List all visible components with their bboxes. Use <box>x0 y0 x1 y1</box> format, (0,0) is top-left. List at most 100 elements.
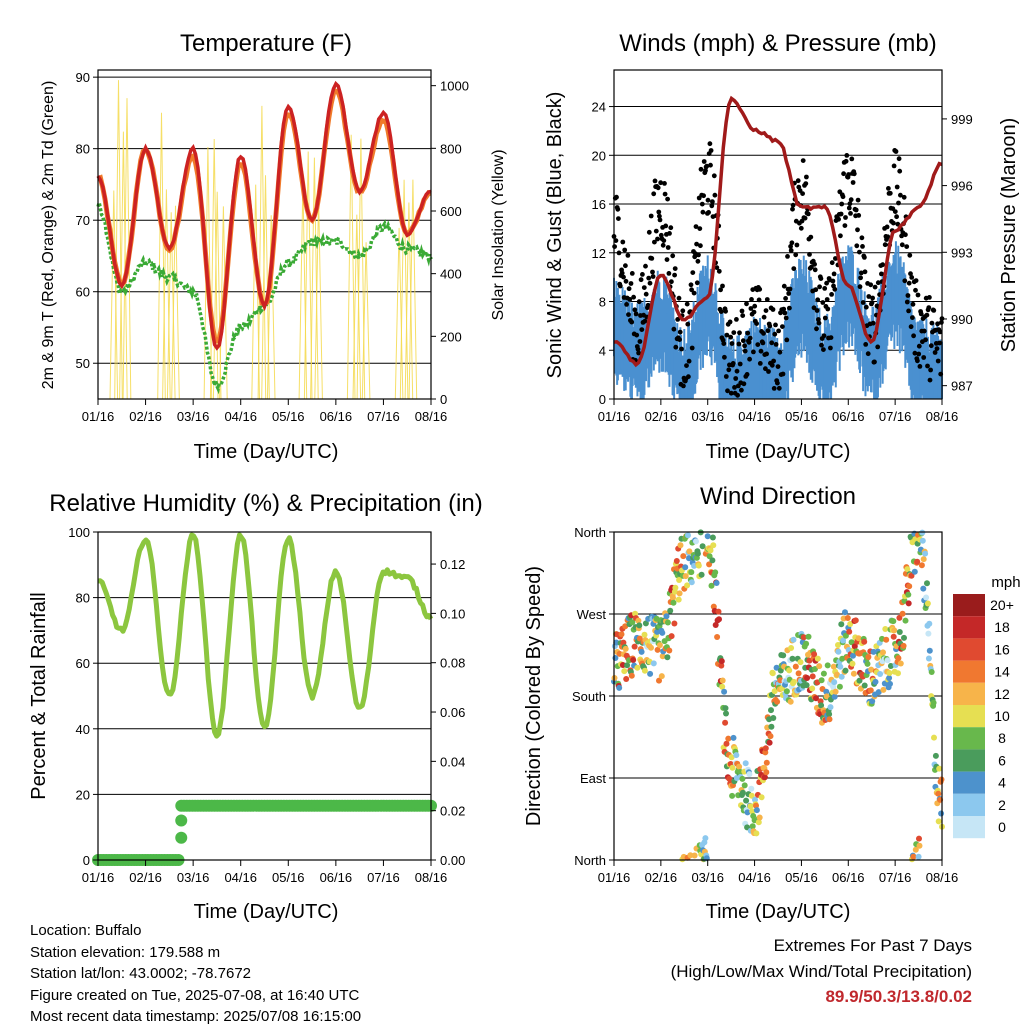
direction-point <box>722 705 729 712</box>
direction-point <box>682 564 689 571</box>
direction-point <box>895 670 901 677</box>
gust-point <box>652 239 657 245</box>
gust-point <box>829 260 835 266</box>
y2-tick-label: 999 <box>951 112 973 127</box>
direction-point <box>795 670 802 677</box>
direction-point <box>896 614 903 621</box>
direction-point <box>761 774 768 781</box>
x-tick-label: 02/16 <box>645 409 678 424</box>
direction-point <box>925 655 932 662</box>
gust-point <box>657 217 663 223</box>
direction-point <box>618 631 625 638</box>
y-tick-label: 24 <box>592 100 606 115</box>
gust-point <box>648 213 654 219</box>
colorbar-label: 8 <box>998 730 1006 746</box>
gust-point <box>693 224 699 230</box>
direction-point <box>910 853 917 860</box>
direction-point <box>758 794 765 801</box>
gust-point <box>681 383 686 389</box>
insolation-line <box>171 205 180 400</box>
direction-point <box>861 638 868 645</box>
humidity-ylabel-left: Percent & Total Rainfall <box>28 592 50 800</box>
gust-point <box>677 329 683 335</box>
direction-point <box>916 835 922 842</box>
gust-point <box>923 337 928 343</box>
direction-point <box>673 558 680 564</box>
gust-point <box>909 275 915 280</box>
gust-point <box>908 324 914 330</box>
direction-point <box>830 663 837 670</box>
y-tick-label: 20 <box>592 148 606 163</box>
direction-point <box>787 698 794 705</box>
gust-point <box>917 364 923 369</box>
gust-point <box>850 180 856 185</box>
direction-point <box>664 654 671 661</box>
direction-point <box>656 677 662 684</box>
gust-point <box>754 321 759 326</box>
direction-point <box>896 629 903 635</box>
gust-point <box>723 374 729 379</box>
direction-point <box>891 627 898 634</box>
direction-point <box>749 823 756 830</box>
gust-point <box>916 343 922 349</box>
gust-point <box>765 328 771 334</box>
gust-point <box>706 210 711 215</box>
gust-point <box>860 244 865 249</box>
gust-point <box>840 194 846 200</box>
gust-point <box>624 302 629 307</box>
x-tick-label: 02/16 <box>129 409 162 424</box>
x-tick-label: 05/16 <box>272 870 305 885</box>
direction-point <box>691 852 698 859</box>
colorbar-label: 2 <box>998 797 1006 813</box>
direction-point <box>623 676 630 682</box>
gust-point <box>849 156 855 162</box>
gust-point <box>701 159 707 164</box>
gust-point <box>833 256 838 261</box>
gust-point <box>859 235 865 241</box>
gust-point <box>745 330 751 336</box>
gust-point <box>819 342 824 348</box>
direction-point <box>920 585 927 592</box>
insolation-line <box>261 175 270 400</box>
insolation-line <box>109 190 119 400</box>
gust-point <box>896 156 902 162</box>
gust-point <box>875 280 881 286</box>
direction-point <box>832 688 839 695</box>
gust-point <box>660 242 666 248</box>
gust-point <box>905 293 911 298</box>
gust-point <box>891 220 896 226</box>
direction-point <box>658 673 665 680</box>
gust-point <box>788 248 794 253</box>
direction-point <box>925 630 932 637</box>
pressure-line <box>613 95 943 368</box>
winds-ylabel-left: Sonic Wind & Gust (Blue, Black) <box>544 92 566 379</box>
gust-point <box>839 201 845 207</box>
y2-tick-label: 990 <box>951 312 973 327</box>
y2-tick-label: 200 <box>440 329 462 344</box>
direction-point <box>855 635 862 642</box>
direction-point <box>867 687 874 694</box>
gust-point <box>838 233 843 239</box>
direction-point <box>768 707 774 714</box>
direction-point <box>890 633 897 640</box>
gust-point <box>747 335 753 341</box>
gust-point <box>666 271 672 276</box>
gust-point <box>651 191 657 197</box>
gust-point <box>613 238 619 244</box>
direction-point <box>762 745 769 752</box>
direction-point <box>672 584 679 591</box>
gust-point <box>724 332 730 338</box>
y-tick-label: 16 <box>592 197 606 212</box>
colorbar-swatch <box>953 594 985 617</box>
gust-point <box>763 308 769 313</box>
direction-point <box>710 542 717 549</box>
gust-point <box>847 201 853 207</box>
x-tick-label: 05/16 <box>785 409 818 424</box>
gust-point <box>622 247 628 253</box>
gust-point <box>805 211 811 217</box>
gust-point <box>780 324 785 329</box>
gust-point <box>912 350 918 356</box>
direction-point <box>756 814 763 821</box>
gust-point <box>928 367 933 373</box>
y2-tick-label: 987 <box>951 379 973 394</box>
